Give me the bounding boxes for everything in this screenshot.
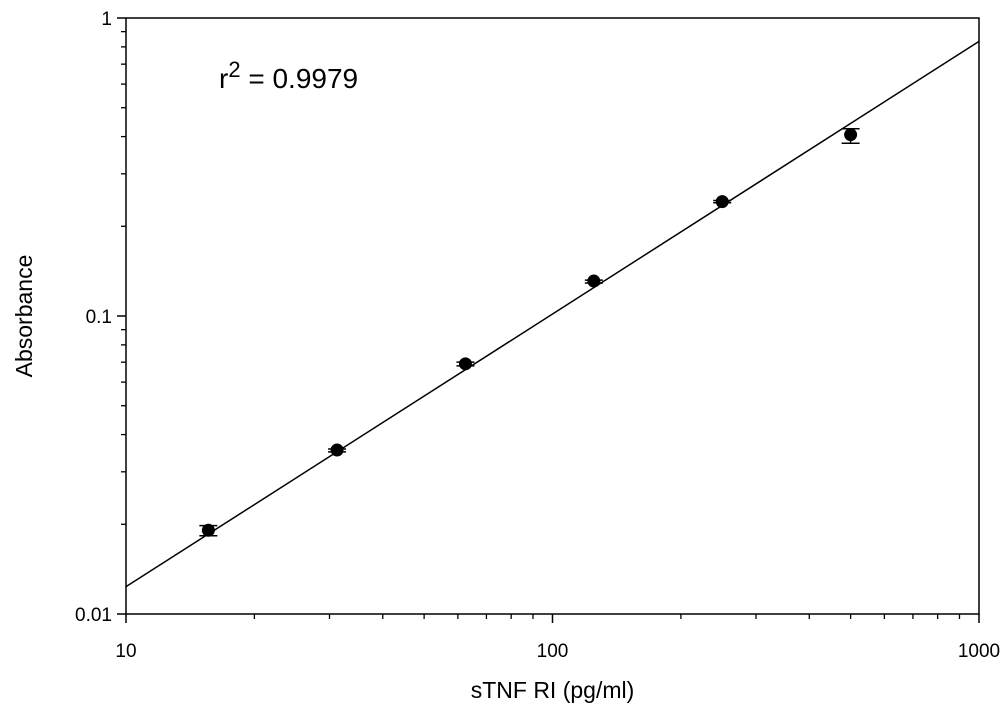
data-point [458,357,472,371]
data-point [330,443,344,457]
x-axis-title: sTNF RI (pg/ml) [471,677,635,703]
data-point-group [199,523,218,537]
x-tick-label: 100 [537,641,569,662]
data-point-group [328,443,347,457]
data-point-group [713,195,732,209]
r-squared-annotation: r2 = 0.9979 [219,57,358,94]
y-tick-label: 0.01 [75,605,112,626]
plot-area-frame [125,17,980,615]
x-tick-label: 10 [115,641,136,662]
data-point [844,128,858,142]
r-squared-superscript: 2 [228,57,240,82]
x-tick-label: 1000 [958,641,1000,662]
data-point-group [841,127,860,144]
data-point [715,195,729,209]
y-axis-title: Absorbance [11,255,37,378]
y-tick-label: 0.1 [86,307,112,328]
data-point [201,523,215,537]
data-point-group [584,274,603,288]
y-tick-label: 1 [101,9,112,30]
data-point-group [456,357,475,371]
regression-line [125,40,980,588]
data-point [587,274,601,288]
r-squared-value: = 0.9979 [241,63,359,94]
r-squared-prefix: r [219,63,228,94]
